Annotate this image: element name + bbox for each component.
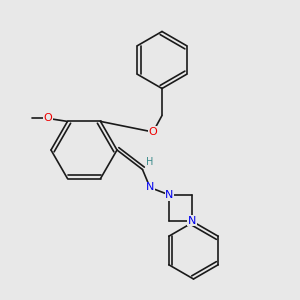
- Text: N: N: [188, 215, 196, 226]
- Text: O: O: [148, 127, 158, 137]
- Text: N: N: [165, 190, 174, 200]
- Text: N: N: [146, 182, 154, 193]
- Text: H: H: [146, 157, 154, 167]
- Text: O: O: [44, 113, 52, 123]
